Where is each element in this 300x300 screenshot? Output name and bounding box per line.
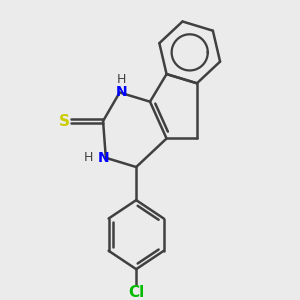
Text: Cl: Cl <box>128 285 144 300</box>
Text: S: S <box>58 113 70 128</box>
Text: H: H <box>84 151 93 164</box>
Text: H: H <box>117 73 126 86</box>
Text: N: N <box>116 85 127 100</box>
Text: N: N <box>98 151 109 165</box>
